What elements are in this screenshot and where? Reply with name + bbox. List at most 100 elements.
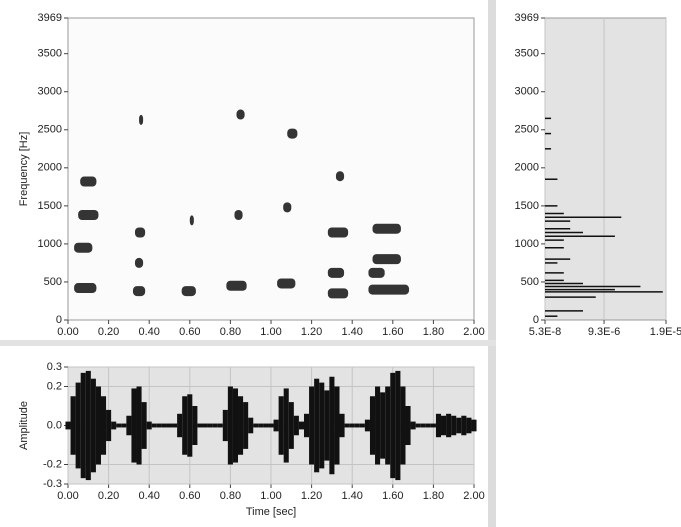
waveform-envelope <box>187 394 193 457</box>
waveform-envelope <box>410 421 416 430</box>
y-tick-label: 0.3 <box>47 361 62 373</box>
waveform-envelope <box>65 421 71 430</box>
x-tick-label: 1.60 <box>382 326 403 338</box>
waveform-envelope <box>390 372 396 479</box>
waveform-envelope <box>222 409 228 442</box>
waveform-envelope <box>141 402 147 449</box>
x-tick-label: 1.40 <box>341 326 362 338</box>
x-tick-label: 9.3E-6 <box>588 326 620 338</box>
waveform-envelope <box>253 423 259 428</box>
formant-band <box>181 286 196 297</box>
waveform-envelope <box>369 396 376 455</box>
waveform-envelope <box>303 413 310 438</box>
waveform-envelope <box>106 409 112 442</box>
waveform-envelope <box>375 386 381 465</box>
formant-band <box>368 267 385 278</box>
waveform-envelope <box>100 396 107 455</box>
waveform-envelope <box>151 423 157 428</box>
formant-band <box>139 114 144 125</box>
waveform-envelope <box>217 423 223 428</box>
waveform-envelope <box>349 423 355 428</box>
waveform-envelope <box>466 417 472 434</box>
waveform-envelope <box>385 386 391 465</box>
formant-band <box>236 109 245 120</box>
y-tick-label: 2500 <box>38 124 62 136</box>
x-axis-label: Time [sec] <box>246 506 296 518</box>
y-tick-label: 3500 <box>515 48 539 60</box>
waveform-envelope <box>283 388 289 463</box>
waveform-envelope <box>405 406 411 445</box>
y-tick-label: 0.0 <box>47 419 62 431</box>
panel-divider <box>0 340 496 346</box>
formant-band <box>74 283 97 294</box>
formant-band <box>226 280 247 291</box>
x-tick-label: 0.80 <box>220 326 241 338</box>
y-tick-label: -0.3 <box>43 478 62 490</box>
formant-band <box>189 215 194 226</box>
y-axis-label: Amplitude <box>18 401 30 450</box>
waveform-envelope <box>95 386 101 465</box>
y-tick-label: 0.2 <box>47 380 62 392</box>
formant-band <box>283 202 292 213</box>
y-tick-label: 3969 <box>38 12 62 24</box>
y-tick-label: 1000 <box>515 238 539 250</box>
x-tick-label: 0.60 <box>179 326 200 338</box>
waveform-envelope <box>126 415 132 436</box>
waveform-envelope <box>334 386 340 465</box>
waveform-envelope <box>248 417 254 434</box>
waveform-envelope <box>232 388 239 463</box>
formant-band <box>327 288 349 299</box>
waveform-envelope <box>258 423 264 428</box>
y-tick-label: 2000 <box>515 162 539 174</box>
waveform-envelope <box>461 415 467 436</box>
formant-band <box>368 284 410 295</box>
x-tick-label: 1.00 <box>260 490 281 502</box>
waveform-envelope <box>446 413 452 438</box>
waveform-envelope <box>456 417 462 434</box>
waveform-envelope <box>395 370 401 481</box>
waveform-envelope <box>278 396 284 455</box>
x-tick-label: 0.00 <box>57 326 78 338</box>
x-tick-label: 1.80 <box>423 326 444 338</box>
waveform-envelope <box>354 423 360 428</box>
x-tick-label: 0.40 <box>138 326 159 338</box>
waveform-envelope <box>425 423 431 428</box>
waveform-envelope <box>182 396 188 455</box>
spectrum-plot <box>544 17 667 321</box>
formant-band <box>80 176 97 187</box>
waveform-envelope <box>471 419 477 432</box>
waveform-envelope <box>329 376 335 475</box>
waveform-envelope <box>314 378 320 473</box>
formant-band <box>327 267 345 278</box>
spectrogram-plot <box>67 17 475 321</box>
y-axis-label: Frequency [Hz] <box>18 132 30 207</box>
y-tick-label: 1500 <box>515 200 539 212</box>
waveform-envelope <box>451 415 457 436</box>
waveform-envelope <box>400 386 406 465</box>
x-tick-label: 2.00 <box>463 490 484 502</box>
y-tick-label: 500 <box>44 276 62 288</box>
waveform-envelope <box>268 423 274 428</box>
x-tick-label: 0.00 <box>57 490 78 502</box>
waveform-envelope <box>136 386 142 465</box>
waveform-envelope <box>238 396 244 455</box>
waveform-envelope <box>131 388 137 463</box>
x-tick-label: 0.40 <box>138 490 159 502</box>
waveform-envelope <box>288 402 294 449</box>
y-tick-label: 1000 <box>38 238 62 250</box>
formant-band <box>327 227 349 238</box>
formant-band <box>287 128 298 139</box>
y-tick-label: 3000 <box>38 86 62 98</box>
waveform-envelope <box>430 423 436 428</box>
y-tick-label: 1500 <box>38 200 62 212</box>
waveform-envelope <box>172 423 178 428</box>
y-tick-label: 3500 <box>38 48 62 60</box>
x-tick-label: 0.80 <box>220 490 241 502</box>
waveform-envelope <box>111 421 117 430</box>
waveform-envelope <box>415 423 421 428</box>
x-tick-label: 1.40 <box>341 490 362 502</box>
waveform-envelope <box>344 423 350 428</box>
formant-band <box>372 254 401 265</box>
waveform-envelope <box>420 423 426 428</box>
waveform-envelope <box>309 386 315 465</box>
